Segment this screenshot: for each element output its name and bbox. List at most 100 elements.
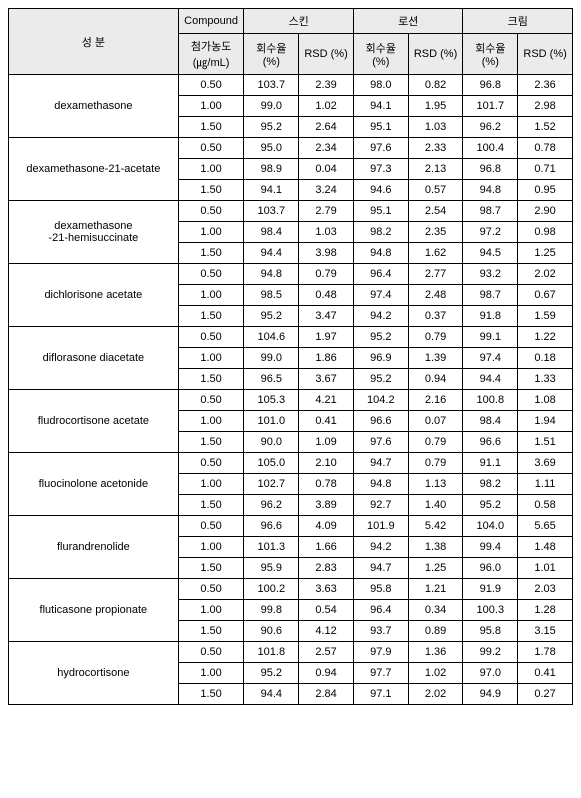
- data-cell: 1.03: [299, 222, 354, 243]
- data-cell: 104.0: [463, 516, 518, 537]
- data-cell: 2.57: [299, 642, 354, 663]
- compound-name: flurandrenolide: [9, 516, 179, 579]
- header-cream-recovery: 회수율(%): [463, 34, 518, 75]
- data-cell: 96.4: [353, 600, 408, 621]
- header-skin-rsd: RSD (%): [299, 34, 354, 75]
- data-cell: 2.35: [408, 222, 463, 243]
- data-cell: 1.50: [178, 432, 244, 453]
- data-cell: 95.2: [353, 369, 408, 390]
- table-row: dexamethasone-21-hemisuccinate0.50103.72…: [9, 201, 573, 222]
- data-cell: 1.86: [299, 348, 354, 369]
- data-cell: 2.77: [408, 264, 463, 285]
- data-cell: 5.42: [408, 516, 463, 537]
- data-cell: 1.36: [408, 642, 463, 663]
- data-cell: 98.4: [244, 222, 299, 243]
- data-cell: 2.79: [299, 201, 354, 222]
- data-cell: 2.90: [518, 201, 573, 222]
- data-cell: 1.01: [518, 558, 573, 579]
- data-cell: 97.2: [463, 222, 518, 243]
- data-cell: 2.33: [408, 138, 463, 159]
- data-cell: 1.50: [178, 621, 244, 642]
- data-cell: 1.97: [299, 327, 354, 348]
- table-row: diflorasone diacetate0.50104.61.9795.20.…: [9, 327, 573, 348]
- header-compound: Compound: [178, 9, 244, 34]
- data-cell: 1.40: [408, 495, 463, 516]
- data-cell: 99.0: [244, 348, 299, 369]
- header-cream: 크림: [463, 9, 573, 34]
- data-cell: 94.5: [463, 243, 518, 264]
- table-row: dichlorisone acetate0.5094.80.7996.42.77…: [9, 264, 573, 285]
- data-cell: 0.34: [408, 600, 463, 621]
- data-cell: 95.2: [244, 306, 299, 327]
- data-cell: 1.78: [518, 642, 573, 663]
- data-cell: 1.38: [408, 537, 463, 558]
- data-cell: 99.0: [244, 96, 299, 117]
- data-cell: 3.67: [299, 369, 354, 390]
- data-cell: 1.50: [178, 369, 244, 390]
- recovery-table: 성 분 Compound 스킨 로션 크림 첨가농도(㎍/mL) 회수율(%) …: [8, 8, 573, 705]
- data-cell: 4.09: [299, 516, 354, 537]
- data-cell: 0.50: [178, 75, 244, 96]
- data-cell: 93.2: [463, 264, 518, 285]
- data-cell: 1.00: [178, 348, 244, 369]
- data-cell: 2.02: [408, 684, 463, 705]
- data-cell: 0.79: [408, 453, 463, 474]
- header-component: 성 분: [9, 9, 179, 75]
- data-cell: 1.00: [178, 474, 244, 495]
- data-cell: 96.5: [244, 369, 299, 390]
- data-cell: 94.6: [353, 180, 408, 201]
- data-cell: 0.78: [299, 474, 354, 495]
- data-cell: 1.62: [408, 243, 463, 264]
- data-cell: 1.51: [518, 432, 573, 453]
- data-cell: 104.6: [244, 327, 299, 348]
- data-cell: 94.8: [244, 264, 299, 285]
- compound-name: hydrocortisone: [9, 642, 179, 705]
- data-cell: 1.33: [518, 369, 573, 390]
- data-cell: 96.2: [463, 117, 518, 138]
- data-cell: 97.4: [463, 348, 518, 369]
- data-cell: 96.9: [353, 348, 408, 369]
- data-cell: 2.98: [518, 96, 573, 117]
- data-cell: 0.78: [518, 138, 573, 159]
- data-cell: 95.8: [353, 579, 408, 600]
- data-cell: 0.07: [408, 411, 463, 432]
- data-cell: 1.59: [518, 306, 573, 327]
- data-cell: 0.50: [178, 453, 244, 474]
- data-cell: 0.79: [408, 432, 463, 453]
- data-cell: 94.2: [353, 306, 408, 327]
- data-cell: 96.2: [244, 495, 299, 516]
- data-cell: 97.6: [353, 138, 408, 159]
- data-cell: 1.52: [518, 117, 573, 138]
- data-cell: 99.1: [463, 327, 518, 348]
- data-cell: 1.02: [299, 96, 354, 117]
- data-cell: 0.50: [178, 201, 244, 222]
- data-cell: 1.00: [178, 411, 244, 432]
- data-cell: 98.5: [244, 285, 299, 306]
- data-cell: 97.4: [353, 285, 408, 306]
- data-cell: 1.50: [178, 684, 244, 705]
- data-cell: 0.27: [518, 684, 573, 705]
- data-cell: 103.7: [244, 201, 299, 222]
- data-cell: 94.7: [353, 453, 408, 474]
- data-cell: 96.4: [353, 264, 408, 285]
- data-cell: 1.66: [299, 537, 354, 558]
- data-cell: 95.2: [353, 327, 408, 348]
- data-cell: 95.0: [244, 138, 299, 159]
- header-concentration: 첨가농도(㎍/mL): [178, 34, 244, 75]
- compound-name: dexamethasone-21-hemisuccinate: [9, 201, 179, 264]
- data-cell: 5.65: [518, 516, 573, 537]
- data-cell: 4.12: [299, 621, 354, 642]
- data-cell: 2.54: [408, 201, 463, 222]
- data-cell: 4.21: [299, 390, 354, 411]
- data-cell: 2.03: [518, 579, 573, 600]
- data-cell: 98.4: [463, 411, 518, 432]
- data-cell: 2.34: [299, 138, 354, 159]
- data-cell: 94.1: [244, 180, 299, 201]
- data-cell: 0.89: [408, 621, 463, 642]
- data-cell: 94.4: [463, 369, 518, 390]
- table-row: hydrocortisone0.50101.82.5797.91.3699.21…: [9, 642, 573, 663]
- table-row: dexamethasone0.50103.72.3998.00.8296.82.…: [9, 75, 573, 96]
- data-cell: 105.0: [244, 453, 299, 474]
- data-cell: 0.50: [178, 516, 244, 537]
- data-cell: 95.1: [353, 117, 408, 138]
